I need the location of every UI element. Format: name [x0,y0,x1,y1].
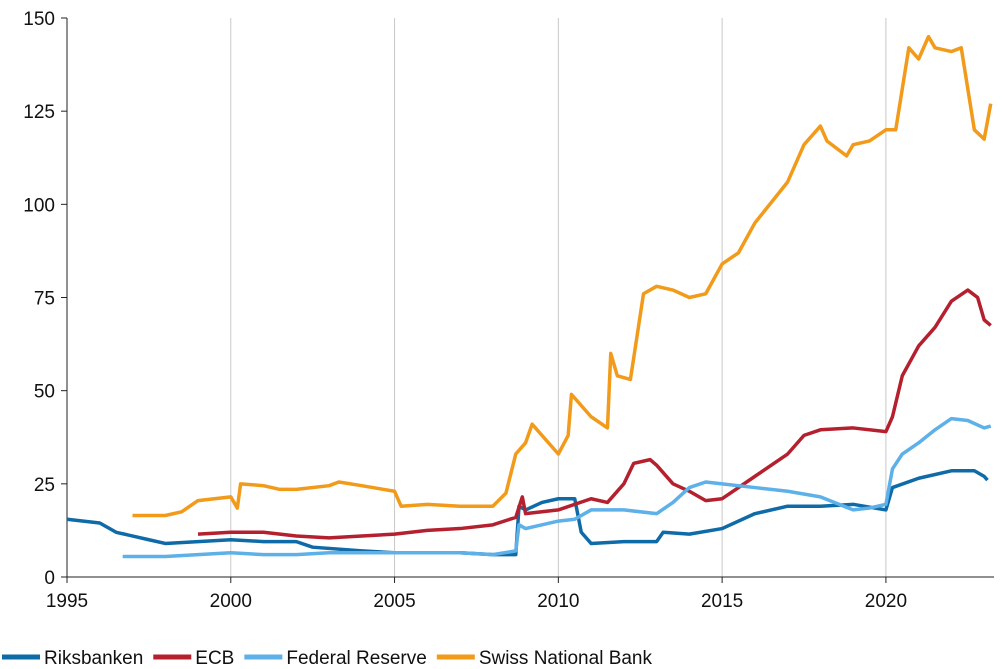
legend-label: ECB [195,648,234,669]
x-tick-label: 2015 [701,591,743,612]
series-line [122,416,992,559]
x-tick-label: 2000 [210,591,252,612]
x-tick-label: 1995 [46,591,88,612]
y-tick-label: 75 [34,289,55,310]
x-tick-label: 2020 [865,591,907,612]
legend-label: Federal Reserve [286,648,426,669]
y-tick-label: 125 [23,102,55,123]
legend-label: Riksbanken [44,648,143,669]
series-line [132,34,993,518]
x-tick-label: 2005 [373,591,415,612]
y-tick-label: 50 [34,382,55,403]
y-tick-label: 0 [44,568,55,589]
x-tick-label: 2010 [537,591,579,612]
y-tick-label: 150 [23,9,55,30]
y-tick-label: 100 [23,195,55,216]
y-tick-label: 25 [34,475,55,496]
series-line [197,288,992,540]
legend-label: Swiss National Bank [479,648,653,669]
